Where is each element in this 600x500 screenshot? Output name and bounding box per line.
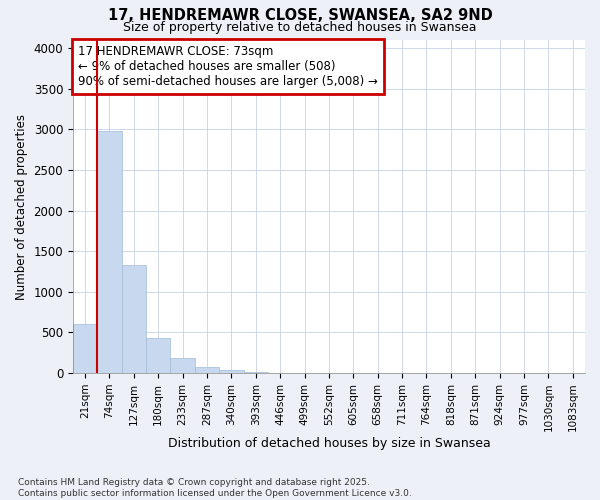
Bar xyxy=(219,370,244,373)
Y-axis label: Number of detached properties: Number of detached properties xyxy=(15,114,28,300)
X-axis label: Distribution of detached houses by size in Swansea: Distribution of detached houses by size … xyxy=(167,437,490,450)
Text: 17, HENDREMAWR CLOSE, SWANSEA, SA2 9ND: 17, HENDREMAWR CLOSE, SWANSEA, SA2 9ND xyxy=(107,8,493,22)
Text: Contains HM Land Registry data © Crown copyright and database right 2025.
Contai: Contains HM Land Registry data © Crown c… xyxy=(18,478,412,498)
Bar xyxy=(170,358,195,373)
Bar xyxy=(244,372,268,373)
Bar xyxy=(146,338,170,373)
Bar xyxy=(97,131,122,373)
Text: Size of property relative to detached houses in Swansea: Size of property relative to detached ho… xyxy=(123,21,477,34)
Text: 17 HENDREMAWR CLOSE: 73sqm
← 9% of detached houses are smaller (508)
90% of semi: 17 HENDREMAWR CLOSE: 73sqm ← 9% of detac… xyxy=(78,45,378,88)
Bar xyxy=(122,265,146,373)
Bar xyxy=(73,324,97,373)
Bar xyxy=(195,367,219,373)
